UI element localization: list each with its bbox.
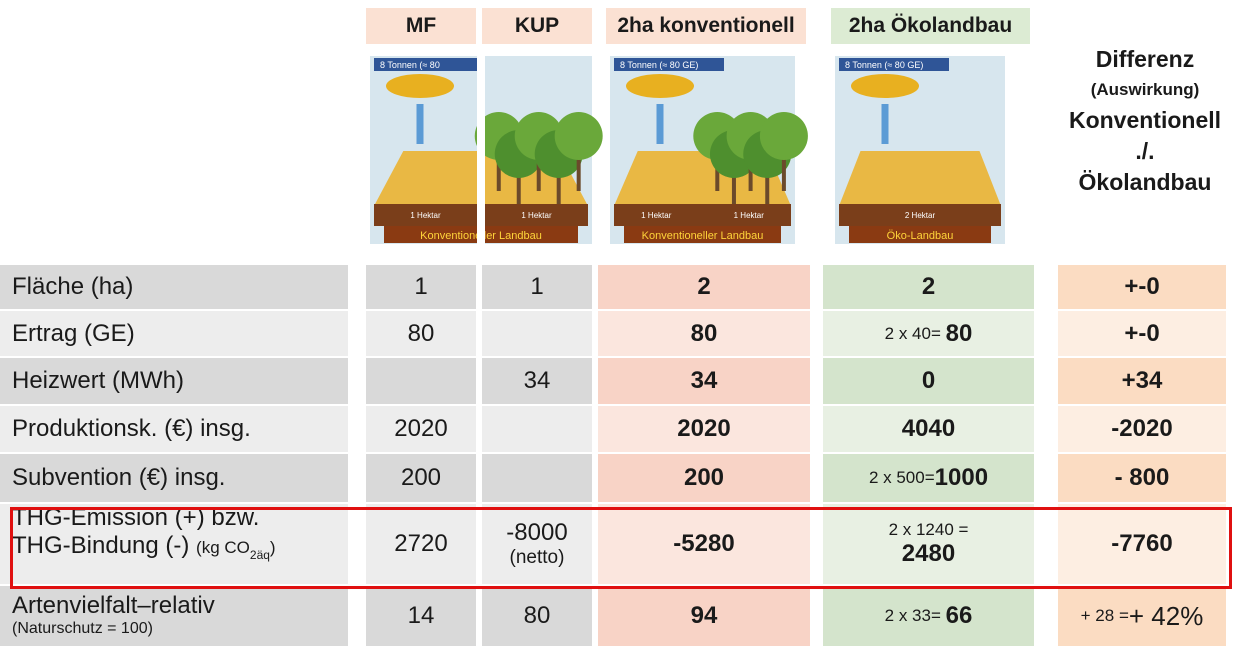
table-cell: 2020 (366, 406, 476, 452)
cell-value: 66 (946, 602, 973, 630)
row-label-line: Artenvielfalt–relativ (12, 592, 215, 620)
cell-value: 0 (922, 367, 935, 395)
cell-value: +34 (1122, 367, 1163, 395)
image-plot-label: 1 Hektar (521, 211, 552, 220)
image-tree (555, 112, 603, 160)
table-cell: 2 x 33= 66 (823, 586, 1034, 646)
cell-value: 14 (408, 602, 435, 630)
table-cell: 34 (598, 358, 810, 404)
cell-value: 34 (691, 367, 718, 395)
text: Fläche (ha) (12, 273, 133, 301)
table-cell: 2 x 500=1000 (823, 454, 1034, 502)
table-cell: +-0 (1058, 265, 1226, 309)
cell-value: 80 (408, 320, 435, 348)
image-banner-text: 8 Tonnen (≈ 80 GE) (845, 60, 923, 70)
image-banner-text: 8 Tonnen (≈ 80 (380, 60, 440, 70)
highlight-box (10, 507, 1232, 589)
cell-value: 2020 (677, 415, 730, 443)
table-cell: 14 (366, 586, 476, 646)
cell-value: -2020 (1111, 415, 1172, 443)
table-cell: 0 (823, 358, 1034, 404)
table-cell: 2 x 40= 80 (823, 311, 1034, 356)
row-label: Subvention (€) insg. (0, 454, 348, 502)
table-cell: 34 (482, 358, 592, 404)
cell-value: 80 (946, 320, 973, 348)
image-field (839, 151, 1001, 206)
cell-value: 1 (414, 273, 427, 301)
cell-prefix: 2 x 40= (885, 324, 946, 344)
image-banner-text: 8 Tonnen (≈ 80 GE) (620, 60, 698, 70)
text: (Naturschutz = 100) (12, 620, 153, 637)
image-plot-label: 1 Hektar (410, 211, 441, 220)
cell-value: 80 (524, 602, 551, 630)
cell-value: 2 (922, 273, 935, 301)
table-cell (482, 406, 592, 452)
page: {"header": {"columns": ["MF", "KUP", "2h… (0, 0, 1245, 646)
table-cell (482, 454, 592, 502)
text: Subvention (€) insg. (12, 464, 225, 492)
table-cell (366, 358, 476, 404)
table-cell: - 800 (1058, 454, 1226, 502)
table-cell (482, 311, 592, 356)
cell-value: - 800 (1115, 464, 1170, 492)
image-grain (386, 74, 454, 98)
cell-value: 4040 (902, 415, 955, 443)
cell-value: +-0 (1124, 273, 1159, 301)
cell-prefix: 2 x 33= (885, 606, 946, 626)
image-base-label: Konventioneller Landbau (642, 230, 764, 242)
table-cell: 1 (482, 265, 592, 309)
text: Heizwert (MWh) (12, 367, 184, 395)
image-plot-label: 1 Hektar (641, 211, 672, 220)
table-cell: -2020 (1058, 406, 1226, 452)
table-cell: 80 (482, 586, 592, 646)
cell-value: 80 (691, 320, 718, 348)
row-label: Ertrag (GE) (0, 311, 348, 356)
table-cell: 80 (366, 311, 476, 356)
table-cell: 94 (598, 586, 810, 646)
image-grain (626, 74, 694, 98)
table-cell: 2 (598, 265, 810, 309)
row-label: Produktionsk. (€) insg. (0, 406, 348, 452)
cell-value: +-0 (1124, 320, 1159, 348)
cell-value: 200 (401, 464, 441, 492)
table-cell: 2 (823, 265, 1034, 309)
table-cell: 2020 (598, 406, 810, 452)
table-cell: +-0 (1058, 311, 1226, 356)
text: Produktionsk. (€) insg. (12, 415, 251, 443)
image-tree (760, 112, 808, 160)
table-cell: 80 (598, 311, 810, 356)
table-cell: + 28 =+ 42% (1058, 586, 1226, 646)
cell-value: 94 (691, 602, 718, 630)
cell-value: 34 (524, 367, 551, 395)
table-cell: 4040 (823, 406, 1034, 452)
row-label: Heizwert (MWh) (0, 358, 348, 404)
image-plot-label: 2 Hektar (905, 211, 936, 220)
table-cell: 200 (598, 454, 810, 502)
cell-prefix: + 28 = (1081, 606, 1129, 626)
table-cell: +34 (1058, 358, 1226, 404)
cell-value: + 42% (1129, 601, 1203, 632)
table-cell: 1 (366, 265, 476, 309)
image-plot-label: 1 Hektar (734, 211, 765, 220)
image-grain (851, 74, 919, 98)
image-gap (477, 56, 485, 246)
cell-value: 1000 (935, 464, 988, 492)
cell-prefix: 2 x 500= (869, 468, 935, 488)
row-label: Artenvielfalt–relativ(Naturschutz = 100) (0, 586, 348, 646)
table-cell: 200 (366, 454, 476, 502)
cell-value: 2020 (394, 415, 447, 443)
cell-value: 200 (684, 464, 724, 492)
illustrations: 8 Tonnen (≈ 80 1 Hektar 1 Hektar Konvention… (0, 0, 1245, 260)
cell-value: 2 (697, 273, 710, 301)
text: Ertrag (GE) (12, 320, 135, 348)
text: Artenvielfalt–relativ (12, 592, 215, 619)
row-label-line: (Naturschutz = 100) (12, 620, 153, 638)
image-base-label: Öko-Landbau (887, 230, 954, 242)
row-label: Fläche (ha) (0, 265, 348, 309)
cell-value: 1 (530, 273, 543, 301)
